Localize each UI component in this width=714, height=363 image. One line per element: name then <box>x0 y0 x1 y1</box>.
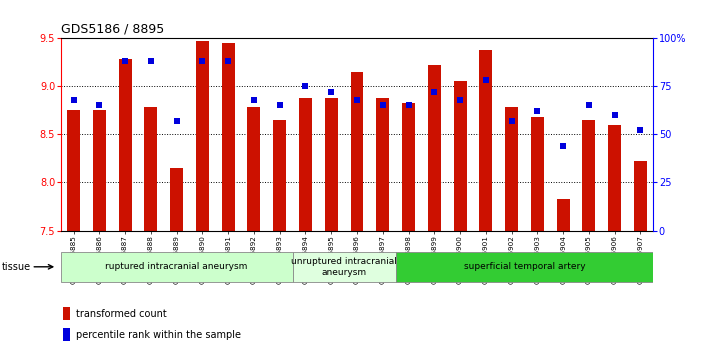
Text: transformed count: transformed count <box>76 309 167 319</box>
Bar <box>299 98 312 231</box>
Bar <box>93 110 106 231</box>
Bar <box>196 41 208 231</box>
Bar <box>63 307 70 320</box>
Bar <box>67 110 80 231</box>
Bar <box>248 107 261 231</box>
Bar <box>376 98 389 231</box>
Bar <box>351 72 363 231</box>
Point <box>480 78 491 83</box>
Point <box>583 102 595 108</box>
Bar <box>608 125 621 231</box>
Point <box>558 143 569 149</box>
Point <box>428 89 440 95</box>
Bar <box>453 81 466 231</box>
Point <box>635 127 646 133</box>
Point <box>403 102 414 108</box>
Point <box>300 83 311 89</box>
Point <box>68 97 79 103</box>
Point <box>454 97 466 103</box>
Text: GDS5186 / 8895: GDS5186 / 8895 <box>61 23 164 36</box>
Text: tissue: tissue <box>1 262 31 272</box>
Bar <box>222 43 235 231</box>
Bar <box>144 107 157 231</box>
Bar <box>396 252 653 282</box>
Point <box>274 102 286 108</box>
Point <box>223 58 234 64</box>
Bar <box>428 65 441 231</box>
Point <box>145 58 156 64</box>
Bar <box>63 328 70 341</box>
Point <box>377 102 388 108</box>
Point <box>248 97 260 103</box>
Bar <box>273 120 286 231</box>
Point <box>196 58 208 64</box>
Point <box>532 108 543 114</box>
Bar <box>119 59 131 231</box>
Point <box>94 102 105 108</box>
Bar <box>531 117 544 231</box>
Text: superficial temporal artery: superficial temporal artery <box>463 262 585 271</box>
Bar <box>170 168 183 231</box>
Point <box>506 118 518 124</box>
Point <box>351 97 363 103</box>
Point <box>171 118 182 124</box>
Point <box>326 89 337 95</box>
Text: unruptured intracranial
aneurysm: unruptured intracranial aneurysm <box>291 257 397 277</box>
Bar <box>479 50 492 231</box>
Bar <box>505 107 518 231</box>
Bar <box>293 252 396 282</box>
Bar <box>402 103 415 231</box>
Bar <box>61 252 293 282</box>
Bar <box>325 98 338 231</box>
Bar <box>634 161 647 231</box>
Point <box>119 58 131 64</box>
Bar <box>557 199 570 231</box>
Text: ruptured intracranial aneurysm: ruptured intracranial aneurysm <box>106 262 248 271</box>
Text: percentile rank within the sample: percentile rank within the sample <box>76 330 241 340</box>
Point <box>609 112 620 118</box>
Bar <box>583 120 595 231</box>
